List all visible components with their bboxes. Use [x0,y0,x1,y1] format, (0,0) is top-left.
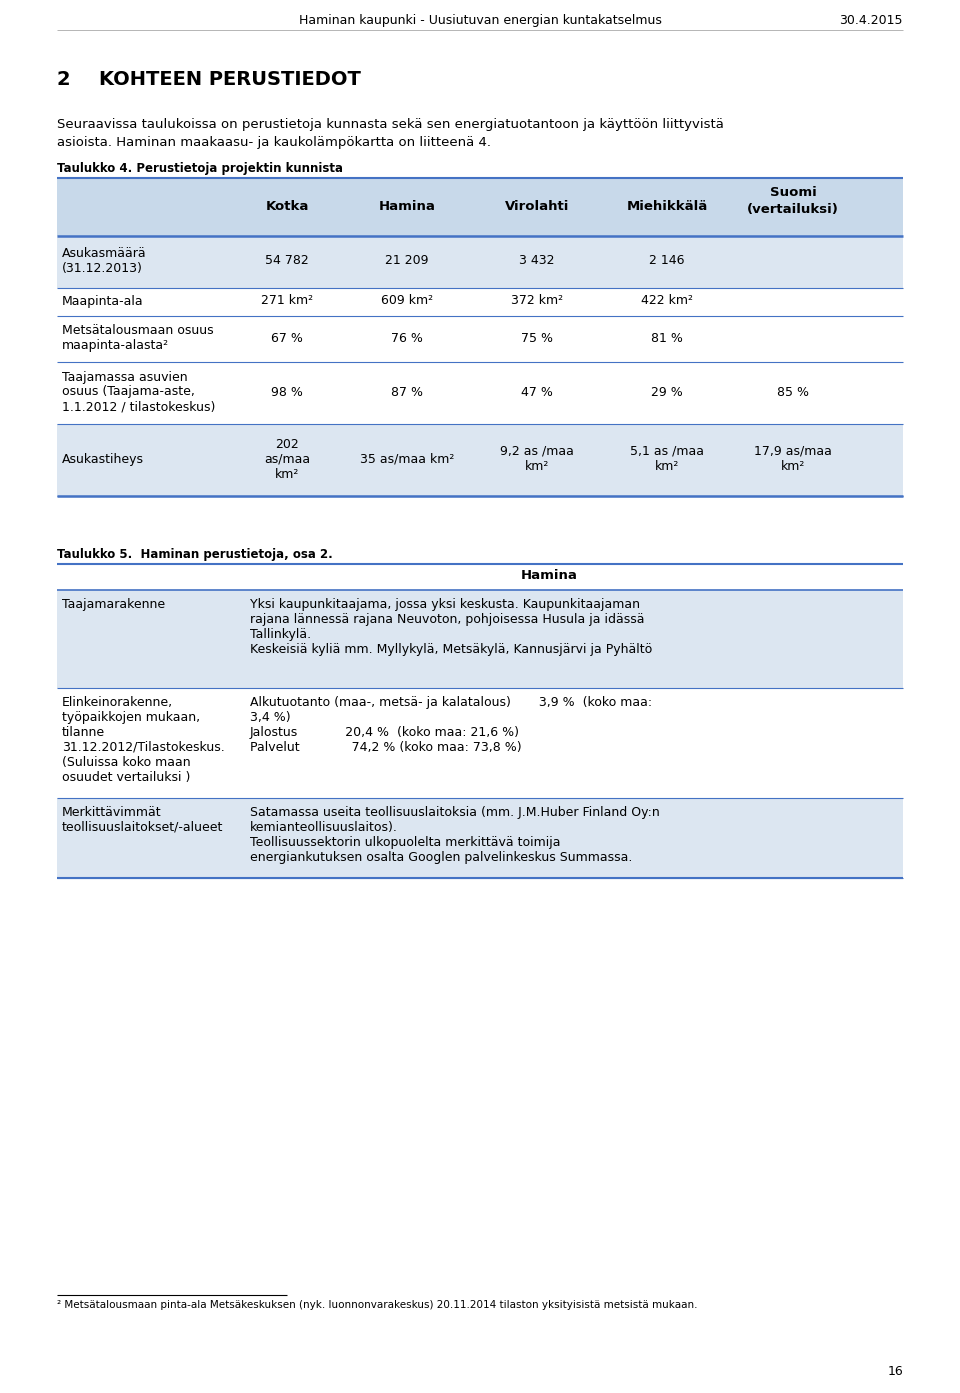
Text: Asukasmäärä: Asukasmäärä [62,247,147,260]
Bar [57,235,903,288]
Text: Alkutuotanto (maa-, metsä- ja kalatalous)       3,9 %  (koko maa:: Alkutuotanto (maa-, metsä- ja kalatalous… [250,696,652,709]
Text: 85 %: 85 % [777,386,809,398]
Text: teollisuuslaitokset/-alueet: teollisuuslaitokset/-alueet [62,820,224,834]
Text: 35 as/maa km²: 35 as/maa km² [360,453,454,465]
Bar [57,288,903,316]
Text: työpaikkojen mukaan,: työpaikkojen mukaan, [62,710,200,724]
Text: 17,9 as/maa: 17,9 as/maa [754,444,832,458]
Text: Tallinkylä.: Tallinkylä. [250,628,311,641]
Text: 5,1 as /maa: 5,1 as /maa [630,444,704,458]
Text: Satamassa useita teollisuuslaitoksia (mm. J.M.Huber Finland Oy:n: Satamassa useita teollisuuslaitoksia (mm… [250,807,660,819]
Text: Virolahti: Virolahti [505,201,569,213]
Bar [57,798,903,878]
Bar [57,564,903,591]
Text: Maapinta-ala: Maapinta-ala [62,294,144,308]
Text: Kotka: Kotka [265,201,309,213]
Text: KOHTEEN PERUSTIEDOT: KOHTEEN PERUSTIEDOT [99,70,361,89]
Text: Yksi kaupunkitaajama, jossa yksi keskusta. Kaupunkitaajaman: Yksi kaupunkitaajama, jossa yksi keskust… [250,598,640,612]
Text: km²: km² [780,460,805,474]
Text: km²: km² [525,460,549,474]
Text: Seuraavissa taulukoissa on perustietoja kunnasta sekä sen energiatuotantoon ja k: Seuraavissa taulukoissa on perustietoja … [57,118,724,131]
Text: 422 km²: 422 km² [641,294,693,308]
Text: Taulukko 4. Perustietoja projektin kunnista: Taulukko 4. Perustietoja projektin kunni… [57,162,343,176]
Text: Hamina: Hamina [378,201,436,213]
Text: 47 %: 47 % [521,386,553,398]
Text: kemianteollisuuslaitos).: kemianteollisuuslaitos). [250,820,397,834]
Text: km²: km² [655,460,679,474]
Text: Teollisuussektorin ulkopuolelta merkittävä toimija: Teollisuussektorin ulkopuolelta merkittä… [250,836,561,848]
Text: asioista. Haminan maakaasu- ja kaukolämpökartta on liitteenä 4.: asioista. Haminan maakaasu- ja kaukolämp… [57,137,491,149]
Text: (31.12.2013): (31.12.2013) [62,262,143,274]
Text: 372 km²: 372 km² [511,294,564,308]
Text: Metsätalousmaan osuus: Metsätalousmaan osuus [62,325,214,337]
Text: 3 432: 3 432 [519,255,555,267]
Bar [57,688,903,798]
Text: osuus (Taajama-aste,: osuus (Taajama-aste, [62,386,195,398]
Text: 3,4 %): 3,4 %) [250,710,291,724]
Text: 54 782: 54 782 [265,255,309,267]
Text: 1.1.2012 / tilastokeskus): 1.1.2012 / tilastokeskus) [62,401,215,414]
Bar [57,362,903,423]
Text: Jalostus            20,4 %  (koko maa: 21,6 %): Jalostus 20,4 % (koko maa: 21,6 %) [250,726,520,740]
Bar [57,316,903,362]
Text: 67 %: 67 % [271,332,303,344]
Text: Haminan kaupunki - Uusiutuvan energian kuntakatselmus: Haminan kaupunki - Uusiutuvan energian k… [299,14,661,26]
Text: energiankutuksen osalta Googlen palvelinkeskus Summassa.: energiankutuksen osalta Googlen palvelin… [250,851,633,864]
Text: (Suluissa koko maan: (Suluissa koko maan [62,756,191,769]
Text: (vertailuksi): (vertailuksi) [747,203,839,216]
Text: Merkittävimmät: Merkittävimmät [62,807,161,819]
Text: 98 %: 98 % [271,386,303,398]
Text: 76 %: 76 % [391,332,423,344]
Text: 29 %: 29 % [651,386,683,398]
Text: 2 146: 2 146 [649,255,684,267]
Text: km²: km² [275,468,300,481]
Text: 81 %: 81 % [651,332,683,344]
Text: 271 km²: 271 km² [261,294,313,308]
Text: maapinta-alasta²: maapinta-alasta² [62,338,169,352]
Text: 609 km²: 609 km² [381,294,433,308]
Text: Keskeisiä kyliä mm. Myllykylä, Metsäkylä, Kannusjärvi ja Pyhältö: Keskeisiä kyliä mm. Myllykylä, Metsäkylä… [250,644,652,656]
Text: Taulukko 5.  Haminan perustietoja, osa 2.: Taulukko 5. Haminan perustietoja, osa 2. [57,547,333,561]
Text: Suomi: Suomi [770,187,816,199]
Text: 202: 202 [276,437,299,450]
Text: Palvelut             74,2 % (koko maa: 73,8 %): Palvelut 74,2 % (koko maa: 73,8 %) [250,741,521,754]
Text: Hamina: Hamina [521,568,578,582]
Text: 87 %: 87 % [391,386,423,398]
Text: Miehikkälä: Miehikkälä [626,201,708,213]
Text: osuudet vertailuksi ): osuudet vertailuksi ) [62,770,190,784]
Text: Taajamassa asuvien: Taajamassa asuvien [62,371,187,383]
Text: 21 209: 21 209 [385,255,429,267]
Text: Taajamarakenne: Taajamarakenne [62,598,165,612]
Text: 75 %: 75 % [521,332,553,344]
Text: 9,2 as /maa: 9,2 as /maa [500,444,574,458]
Text: rajana lännessä rajana Neuvoton, pohjoisessa Husula ja idässä: rajana lännessä rajana Neuvoton, pohjois… [250,613,644,625]
Text: 16: 16 [887,1365,903,1378]
Text: as/maa: as/maa [264,453,310,465]
Text: 31.12.2012/Tilastokeskus.: 31.12.2012/Tilastokeskus. [62,741,225,754]
Text: tilanne: tilanne [62,726,106,740]
Text: Elinkeinorakenne,: Elinkeinorakenne, [62,696,173,709]
Text: 30.4.2015: 30.4.2015 [839,14,903,26]
Text: 2: 2 [57,70,71,89]
Text: Asukastiheys: Asukastiheys [62,453,144,465]
Bar [57,423,903,496]
Bar [57,178,903,235]
Text: ² Metsätalousmaan pinta-ala Metsäkeskuksen (nyk. luonnonvarakeskus) 20.11.2014 t: ² Metsätalousmaan pinta-ala Metsäkeskuks… [57,1300,698,1309]
Bar [57,591,903,688]
